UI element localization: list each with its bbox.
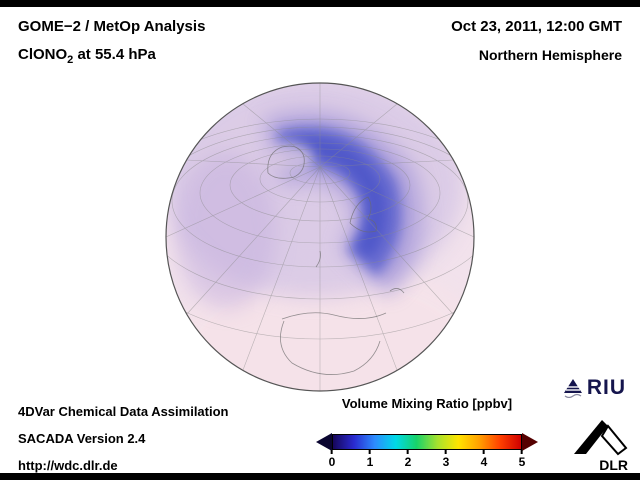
coastlines xyxy=(267,145,405,375)
colorbar-gradient: 0 1 2 3 4 5 xyxy=(329,434,525,469)
tick-mark xyxy=(445,450,447,454)
riu-logo-icon xyxy=(563,379,582,398)
tick-mark xyxy=(331,450,333,454)
colorbar-tick-3: 3 xyxy=(442,450,450,469)
hemisphere-label: Northern Hemisphere xyxy=(478,47,622,63)
colorbar-tick-0: 0 xyxy=(328,450,336,469)
species-label: ClONO xyxy=(18,46,68,63)
globe-map xyxy=(164,81,476,393)
riu-logo-text: RIU xyxy=(586,376,626,399)
analysis-datetime: Oct 23, 2011, 12:00 GMT xyxy=(451,18,622,35)
analysis-title-block: GOME−2 / MetOp Analysis ClONO2 at 55.4 h… xyxy=(18,13,205,74)
tick-mark xyxy=(369,450,371,454)
tick-label: 0 xyxy=(328,455,336,469)
bottom-border xyxy=(0,473,640,480)
colorbar-tick-4: 4 xyxy=(480,450,488,469)
colorbar-title: Volume Mixing Ratio [ppbv] xyxy=(341,396,513,411)
riu-logo: RIU xyxy=(563,376,626,400)
west-purple-band xyxy=(176,153,276,309)
title-line2: ClONO2 at 55.4 hPa xyxy=(18,41,205,74)
title-line1: GOME−2 / MetOp Analysis xyxy=(18,18,206,35)
tick-mark xyxy=(483,450,485,454)
pressure-level-label: at 55.4 hPa xyxy=(73,46,156,63)
tick-mark xyxy=(521,450,523,454)
attribution-block: 4DVar Chemical Data Assimilation SACADA … xyxy=(18,398,229,479)
globe-limb xyxy=(165,82,475,392)
top-border xyxy=(0,0,640,7)
dlr-logo-icon xyxy=(574,420,628,456)
species-subscript: 2 xyxy=(67,54,74,66)
vortex-core-region xyxy=(292,137,387,260)
tick-label: 2 xyxy=(404,455,412,469)
colorbar-tick-2: 2 xyxy=(404,450,412,469)
colorbar: Volume Mixing Ratio [ppbv] 0 1 2 3 4 5 xyxy=(316,396,538,469)
dlr-logo: DLR xyxy=(572,414,628,473)
colorbar-tick-5: 5 xyxy=(518,450,526,469)
dlr-logo-text: DLR xyxy=(599,457,628,473)
assimilation-label: 4DVar Chemical Data Assimilation xyxy=(18,404,229,419)
colorbar-row: 0 1 2 3 4 5 xyxy=(316,433,538,469)
colorbar-tick-1: 1 xyxy=(366,450,374,469)
colorbar-ticks: 0 1 2 3 4 5 xyxy=(328,449,525,471)
colorbar-right-arrow xyxy=(522,433,538,451)
website-url: http://wdc.dlr.de xyxy=(18,458,118,473)
datetime-block: Oct 23, 2011, 12:00 GMT Northern Hemisph… xyxy=(451,13,622,69)
tick-label: 4 xyxy=(480,455,488,469)
version-label: SACADA Version 2.4 xyxy=(18,431,146,446)
tick-mark xyxy=(407,450,409,454)
graticule xyxy=(166,83,474,391)
colorbar-left-arrow xyxy=(316,433,332,451)
tick-label: 3 xyxy=(442,455,450,469)
globe-svg xyxy=(165,82,475,392)
tick-label: 1 xyxy=(366,455,374,469)
tick-label: 5 xyxy=(518,455,526,469)
